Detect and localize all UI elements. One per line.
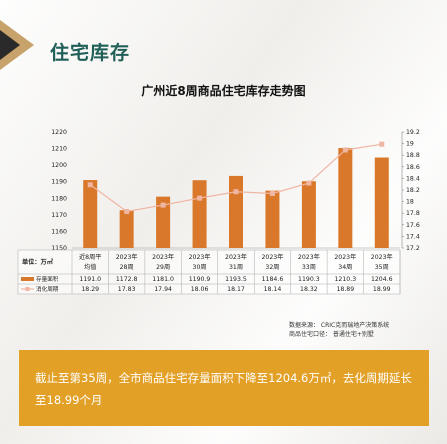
line-point-digestion-cycle: [124, 208, 130, 214]
data-label-inventory: 1193.5: [225, 276, 247, 283]
x-tick-label-line2: 32周: [265, 264, 279, 271]
unit-label: 单位：万㎡: [22, 258, 54, 266]
y-left-tick-label: 1220: [51, 129, 67, 136]
x-tick-label-line1: 2023年: [152, 253, 174, 261]
x-tick-label-line2: 34周: [338, 264, 352, 271]
bar-inventory: [265, 190, 280, 248]
x-tick-label-line2: 30周: [193, 264, 207, 271]
y-left-tick-label: 1190: [51, 179, 67, 186]
bar-inventory: [301, 181, 316, 248]
y-right-tick-label: 18.8: [406, 152, 420, 159]
chart-title: 广州近8周商品住宅库存走势图: [141, 84, 306, 98]
x-tick-label-line2: 29周: [156, 264, 170, 271]
line-point-digestion-cycle: [269, 190, 275, 196]
y-right-tick-label: 17.4: [406, 233, 420, 240]
y-left-tick-label: 1170: [51, 212, 67, 219]
data-label-inventory: 1184.6: [262, 276, 284, 283]
bar-inventory: [119, 210, 134, 248]
data-label-digestion-cycle: 18.99: [373, 286, 391, 293]
line-point-digestion-cycle: [379, 141, 385, 147]
data-label-digestion-cycle: 17.94: [154, 286, 172, 293]
bar-inventory: [338, 148, 353, 248]
y-right-tick-label: 17.8: [406, 210, 420, 217]
data-label-digestion-cycle: 18.32: [300, 286, 318, 293]
legend-label-inventory: 存量面积: [36, 275, 59, 283]
x-tick-label-line1: 2023年: [116, 253, 138, 261]
x-tick-label-line1: 近8周平: [79, 253, 102, 261]
corner-ribbon-decoration: [0, 20, 34, 70]
y-left-tick-label: 1160: [51, 228, 67, 235]
source-line: 数据来源： CRIC克而瑞地产决策系统: [289, 322, 390, 329]
x-tick-label-line2: 35周: [375, 264, 389, 271]
summary-box: 截止至第35周，全市商品住宅存量面积下降至1204.6万㎡，去化周期延长至18.…: [19, 350, 429, 426]
data-label-inventory: 1204.6: [371, 276, 393, 283]
data-label-inventory: 1190.3: [298, 276, 320, 283]
data-label-digestion-cycle: 17.83: [118, 286, 136, 293]
data-label-inventory: 1191.0: [79, 276, 101, 283]
x-tick-label-line1: 2023年: [334, 253, 356, 261]
x-tick-label-line1: 2023年: [225, 253, 247, 261]
data-label-inventory: 1190.9: [189, 276, 211, 283]
bar-inventory: [83, 180, 98, 248]
line-point-digestion-cycle: [306, 180, 312, 186]
y-left-tick-label: 1150: [51, 245, 67, 252]
y-right-tick-label: 17.6: [406, 222, 420, 229]
y-right-tick-label: 18.2: [406, 187, 420, 194]
x-tick-label-line2: 33周: [302, 264, 316, 271]
inventory-chart: 1220 1210 1200 1190 1180 1170 1160 1150 19.2 19 18…: [17, 129, 420, 295]
line-point-digestion-cycle: [342, 147, 348, 153]
y-right-tick-label: 18: [406, 199, 414, 206]
x-tick-label-line1: 2023年: [371, 253, 393, 261]
data-label-digestion-cycle: 18.06: [191, 286, 209, 293]
y-right-tick-label: 18.4: [406, 175, 420, 182]
y-right-tick-label: 18.6: [406, 164, 420, 171]
data-label-inventory: 1210.3: [335, 276, 357, 283]
data-label-inventory: 1172.8: [116, 276, 138, 283]
x-tick-label-line2: 均值: [84, 263, 96, 271]
x-tick-label-line1: 2023年: [189, 253, 211, 261]
bar-inventory: [229, 175, 243, 248]
bar-inventory: [192, 180, 207, 248]
x-tick-label-line1: 2023年: [298, 253, 320, 261]
x-tick-label-line1: 2023年: [261, 253, 283, 261]
scope-line: 商品住宅口径： 普通住宅+别墅: [289, 331, 374, 338]
bar-inventory: [156, 196, 171, 248]
section-title: 住宅库存: [50, 42, 131, 64]
y-left-tick-label: 1180: [51, 195, 67, 202]
line-point-digestion-cycle: [233, 189, 239, 195]
data-label-digestion-cycle: 18.17: [227, 286, 245, 293]
bar-inventory: [374, 157, 389, 248]
data-label-digestion-cycle: 18.89: [336, 286, 354, 293]
data-label-inventory: 1181.0: [152, 276, 174, 283]
legend-swatch-inventory: [21, 277, 34, 281]
line-point-digestion-cycle: [87, 182, 93, 188]
y-right-tick-label: 19.2: [406, 129, 420, 136]
data-source-note: 数据来源： CRIC克而瑞地产决策系统 商品住宅口径： 普通住宅+别墅: [289, 321, 389, 339]
x-tick-label-line2: 28周: [120, 264, 134, 271]
x-tick-label-line2: 31周: [229, 264, 243, 271]
y-left-tick-label: 1210: [51, 146, 67, 153]
legend-label-digestion-cycle: 消化周期: [36, 285, 59, 293]
y-right-tick-label: 17.2: [406, 245, 420, 252]
data-label-digestion-cycle: 18.29: [81, 286, 99, 293]
y-right-tick-label: 19: [406, 141, 414, 148]
y-left-tick-label: 1200: [51, 162, 67, 169]
line-point-digestion-cycle: [160, 202, 166, 208]
data-label-digestion-cycle: 18.14: [264, 286, 282, 293]
legend-marker-digestion-cycle: [25, 287, 30, 291]
line-point-digestion-cycle: [197, 195, 203, 201]
